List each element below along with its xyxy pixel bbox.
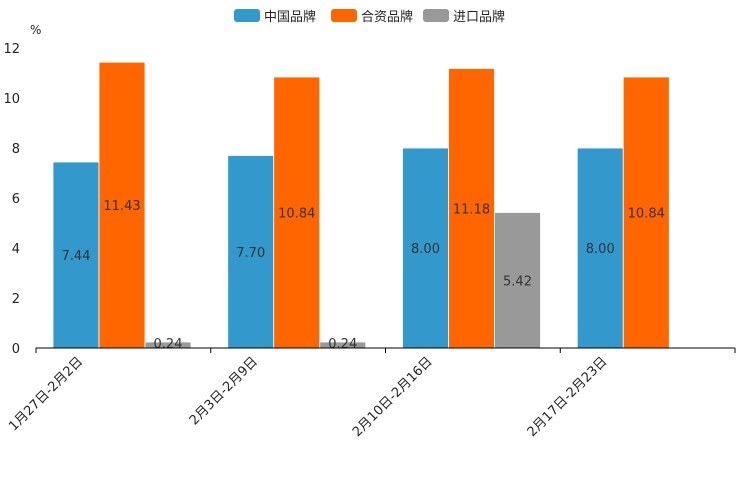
bars: 7.44 11.43 0.24 7.70 10.84 0.24 8.00 11.18 5.42 8… <box>52 61 670 352</box>
x-category-label: 2月3日-2月9日 <box>187 354 261 428</box>
y-tick-label: 10 <box>3 92 20 107</box>
y-tick-label: 6 <box>12 192 20 207</box>
data-label: 5.42 <box>503 274 532 289</box>
data-label: 10.84 <box>278 207 315 222</box>
bar <box>622 76 670 349</box>
legend: 中国品牌 合资品牌 进口品牌 <box>234 9 505 25</box>
y-tick-label: 12 <box>3 42 20 57</box>
legend-swatch <box>234 9 260 22</box>
y-axis-unit-label: % <box>30 23 41 37</box>
bar <box>273 76 321 349</box>
bar <box>52 161 100 349</box>
legend-label: 进口品牌 <box>453 9 505 25</box>
data-label: 0.24 <box>154 337 183 352</box>
data-label: 0.24 <box>328 337 357 352</box>
x-category-label: 2月10日-2月16日 <box>350 354 436 440</box>
data-label: 7.70 <box>236 246 265 261</box>
x-axis: 1月27日-2月2日 2月3日-2月9日 2月10日-2月16日 2月17日-2月23… <box>6 347 736 440</box>
y-tick-label: 8 <box>12 142 20 157</box>
data-label: 11.43 <box>103 199 140 214</box>
bar <box>98 61 146 349</box>
legend-swatch <box>331 9 357 22</box>
bar <box>448 68 495 349</box>
legend-label: 合资品牌 <box>361 9 413 25</box>
data-label: 11.18 <box>453 202 490 217</box>
y-tick-label: 2 <box>12 292 20 307</box>
y-tick-label: 0 <box>12 342 20 357</box>
data-label: 7.44 <box>62 249 91 264</box>
y-axis: 0 2 4 6 8 10 12 <box>3 42 20 357</box>
data-label: 10.84 <box>628 207 665 222</box>
x-category-label: 1月27日-2月2日 <box>6 354 86 434</box>
x-category-label: 2月17日-2月23日 <box>525 354 611 440</box>
data-label: 8.00 <box>411 242 440 257</box>
legend-label: 中国品牌 <box>264 9 316 25</box>
legend-swatch <box>423 9 449 22</box>
y-tick-label: 4 <box>12 242 20 257</box>
bar <box>402 147 449 349</box>
data-label: 8.00 <box>586 242 615 257</box>
